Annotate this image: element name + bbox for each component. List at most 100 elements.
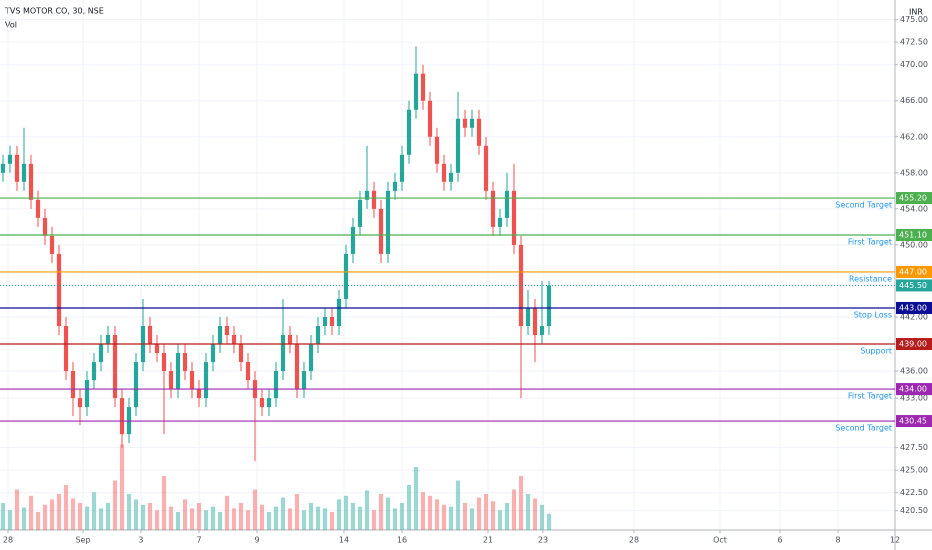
- volume-bar: [175, 512, 181, 530]
- candle-body: [161, 353, 167, 372]
- y-tick-label: 427.50: [900, 443, 928, 452]
- candle-body: [112, 335, 118, 399]
- candle-body: [98, 344, 104, 363]
- candle-body: [273, 371, 279, 399]
- candle-body: [441, 163, 447, 182]
- volume-bar: [105, 503, 111, 530]
- volume-bar: [371, 510, 377, 530]
- candle-body: [21, 163, 27, 182]
- candle-body: [378, 208, 384, 254]
- level-label: Second Target: [835, 424, 892, 433]
- level-badge: [896, 301, 932, 314]
- candle-body: [238, 344, 244, 363]
- volume-bar: [154, 510, 160, 530]
- candle-body: [168, 371, 174, 390]
- y-tick-label: 436.00: [900, 367, 928, 376]
- volume-bar: [357, 506, 363, 530]
- candle-body: [476, 118, 482, 146]
- x-tick-label: 28: [3, 536, 13, 545]
- candle-body: [385, 190, 391, 254]
- candle-body: [406, 109, 412, 155]
- volume-bar: [301, 510, 307, 530]
- candle-body: [70, 371, 76, 399]
- candle-body: [315, 326, 321, 345]
- volume-label: Vol: [5, 21, 17, 30]
- y-tick-label: 462.00: [900, 132, 928, 141]
- level-badge-label: 439.00: [899, 340, 927, 349]
- volume-bar: [511, 489, 517, 530]
- candle-body: [483, 145, 489, 191]
- candle-body: [434, 136, 440, 164]
- volume-bar: [238, 503, 244, 530]
- volume-bar: [546, 513, 552, 530]
- x-tick-label: 7: [196, 536, 201, 545]
- x-tick-label: 3: [138, 536, 143, 545]
- volume-bar: [189, 508, 195, 530]
- y-tick-label: 454.00: [900, 204, 928, 213]
- candle-body: [448, 172, 454, 182]
- volume-bar: [392, 508, 398, 530]
- candle-body: [0, 163, 6, 173]
- candle-body: [245, 362, 251, 381]
- candle-body: [308, 344, 314, 372]
- x-tick-label: Oct: [713, 536, 727, 545]
- volume-bar: [525, 494, 531, 530]
- level-badge: [896, 192, 932, 205]
- candle-body: [182, 353, 188, 372]
- volume-bar: [231, 508, 237, 530]
- y-tick-label: 422.50: [900, 488, 928, 497]
- y-tick-label: 425.00: [900, 466, 928, 475]
- candle-body: [231, 335, 237, 345]
- x-tick-label: Sep: [75, 536, 90, 545]
- candle-body: [518, 244, 524, 327]
- candle-body: [280, 335, 286, 372]
- volume-bar: [504, 503, 510, 530]
- candle-body: [357, 199, 363, 227]
- x-tick-label: 8: [835, 536, 840, 545]
- candle-body: [371, 190, 377, 209]
- volume-bar: [490, 501, 496, 530]
- candle-body: [77, 398, 83, 408]
- currency: INR: [909, 8, 923, 17]
- candle-body: [189, 371, 195, 390]
- candle-body: [364, 190, 370, 200]
- volume-bar: [0, 503, 6, 530]
- y-tick-label: 475.00: [900, 15, 928, 24]
- level-badge-label: 430.45: [899, 417, 927, 426]
- candle-body: [294, 344, 300, 390]
- volume-bar: [252, 489, 258, 530]
- volume-bar: [350, 503, 356, 530]
- volume-bar: [273, 506, 279, 530]
- volume-bar: [308, 503, 314, 530]
- candle-body: [84, 380, 90, 408]
- y-tick-label: 420.50: [900, 506, 928, 515]
- candle-body: [287, 335, 293, 345]
- candle-body: [462, 118, 468, 128]
- candle-body: [28, 163, 34, 200]
- level-badge: [896, 228, 932, 241]
- candle-body: [336, 298, 342, 327]
- volume-bar: [427, 495, 433, 530]
- volume-bar: [476, 497, 482, 530]
- volume-bar: [35, 512, 41, 530]
- level-badge: [896, 265, 932, 278]
- level-badge: [896, 383, 932, 396]
- level-label: Second Target: [835, 201, 892, 210]
- x-tick-label: 14: [339, 536, 349, 545]
- volume-bar: [210, 506, 216, 530]
- volume-bar: [385, 497, 391, 530]
- volume-bar: [196, 503, 202, 530]
- level-badge-label: 434.00: [899, 385, 927, 394]
- volume-bar: [434, 499, 440, 530]
- candle-body: [392, 181, 398, 191]
- level-badge-label: 451.10: [899, 230, 927, 239]
- candle-body: [63, 326, 69, 372]
- candle-body: [175, 353, 181, 390]
- x-tick-label: 9: [254, 536, 259, 545]
- volume-bar: [378, 494, 384, 530]
- volume-bar: [532, 498, 538, 530]
- volume-bar: [469, 508, 475, 530]
- candle-body: [532, 307, 538, 336]
